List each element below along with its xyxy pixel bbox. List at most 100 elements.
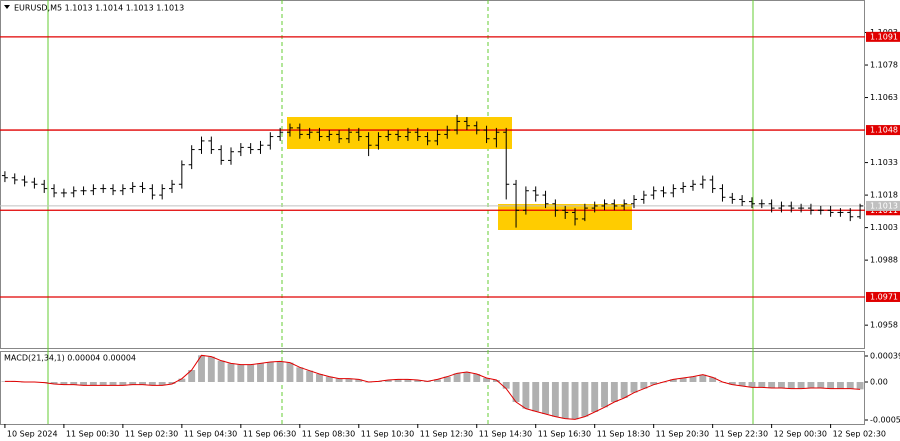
macd-bar — [502, 382, 510, 389]
y-tick-label: 1.1063 — [870, 93, 898, 102]
macd-bar — [355, 379, 363, 382]
macd-bar — [748, 382, 756, 388]
x-tick-label: 11 Sep 12:30 — [420, 430, 473, 439]
macd-frame — [0, 351, 865, 425]
macd-bar — [443, 376, 451, 382]
macd-bar — [591, 382, 599, 412]
macd-bar — [286, 362, 294, 382]
macd-bar — [414, 380, 422, 382]
macd-bar — [542, 382, 549, 414]
macd-bar — [640, 382, 648, 389]
x-tick-label: 11 Sep 22:30 — [715, 430, 768, 439]
macd-bar — [571, 382, 579, 420]
macd-bar — [139, 382, 146, 385]
current-price-label: 1.1013 — [870, 201, 898, 210]
macd-bar — [148, 382, 156, 386]
macd-bar — [266, 362, 274, 382]
macd-bar — [768, 382, 776, 388]
x-tick-label: 11 Sep 16:30 — [538, 430, 591, 439]
macd-bar — [650, 382, 658, 385]
macd-bar — [778, 382, 785, 388]
macd-bar — [99, 382, 107, 386]
macd-bar — [473, 374, 481, 382]
macd-bar — [817, 382, 825, 388]
title-arrow — [4, 5, 10, 9]
macd-bar — [384, 380, 392, 382]
macd-bar — [758, 382, 766, 388]
macd-bar — [807, 382, 815, 388]
x-tick-label: 11 Sep 20:30 — [656, 430, 709, 439]
macd-bar — [394, 379, 402, 382]
macd-bar — [335, 378, 343, 382]
macd-bar — [119, 382, 127, 386]
macd-bar — [227, 363, 235, 382]
macd-bar — [247, 364, 255, 382]
macd-bar — [787, 382, 795, 389]
y-tick-label: 1.0988 — [870, 256, 898, 265]
range-box — [287, 117, 512, 149]
macd-bar — [207, 356, 215, 382]
macd-bar — [60, 382, 68, 385]
macd-bar — [738, 382, 746, 386]
macd-bar — [453, 373, 461, 382]
y-tick-label: -0.00057 — [870, 416, 900, 425]
macd-bar — [306, 370, 314, 382]
macd-bar — [178, 378, 186, 382]
macd-bar — [158, 382, 166, 386]
current-price-box — [866, 200, 900, 211]
x-tick-label: 11 Sep 02:30 — [125, 430, 178, 439]
macd-bar — [610, 382, 618, 402]
main-frame — [0, 0, 865, 349]
y-tick-label: 1.1003 — [870, 223, 898, 232]
macd-bar — [836, 382, 844, 389]
macd-bar — [728, 382, 736, 385]
macd-bar — [846, 382, 854, 389]
x-tick-label: 11 Sep 18:30 — [597, 430, 650, 439]
macd-bar — [109, 382, 117, 386]
y-tick-label: 1.0958 — [870, 321, 898, 330]
macd-bar — [827, 382, 835, 389]
level-label: 1.0971 — [870, 292, 898, 301]
macd-bar — [601, 382, 608, 408]
macd-bar — [620, 382, 628, 398]
x-tick-label: 12 Sep 02:30 — [833, 430, 886, 439]
macd-bar — [797, 382, 805, 389]
macd-bar — [492, 380, 500, 382]
macd-bar — [433, 379, 441, 382]
macd-bar — [198, 355, 205, 382]
macd-bar — [581, 382, 589, 417]
macd-bar — [483, 378, 491, 382]
x-tick-label: 11 Sep 04:30 — [184, 430, 237, 439]
x-tick-label: 11 Sep 14:30 — [479, 430, 532, 439]
level-label: 1.1048 — [870, 126, 898, 135]
x-tick-label: 11 Sep 10:30 — [361, 430, 414, 439]
y-tick-label: 1.1018 — [870, 191, 898, 200]
macd-bar — [70, 382, 78, 385]
macd-bar — [532, 382, 540, 412]
level-label-box — [866, 31, 900, 42]
macd-bar — [237, 364, 245, 382]
macd-bar — [679, 378, 687, 382]
macd-bar — [669, 379, 677, 382]
macd-bar — [296, 367, 304, 382]
level-label-box — [866, 125, 900, 136]
macd-bar — [80, 382, 87, 386]
x-tick-label: 12 Sep 00:30 — [774, 430, 827, 439]
macd-bar — [630, 382, 638, 393]
x-tick-label: 10 Sep 2024 — [7, 430, 58, 439]
macd-bar — [188, 370, 196, 382]
macd-bar — [345, 378, 353, 382]
macd-bar — [856, 382, 864, 390]
x-tick-label: 11 Sep 08:30 — [302, 430, 355, 439]
macd-bar — [561, 382, 569, 419]
macd-bar — [217, 360, 225, 382]
level-label-box — [866, 291, 900, 302]
macd-bar — [522, 382, 530, 409]
macd-bar — [551, 382, 559, 417]
macd-bar — [50, 382, 58, 384]
macd-bar — [276, 361, 284, 382]
macd-bar — [129, 382, 137, 385]
macd-bar — [699, 374, 707, 382]
y-tick-label: 0.00 — [870, 378, 888, 387]
